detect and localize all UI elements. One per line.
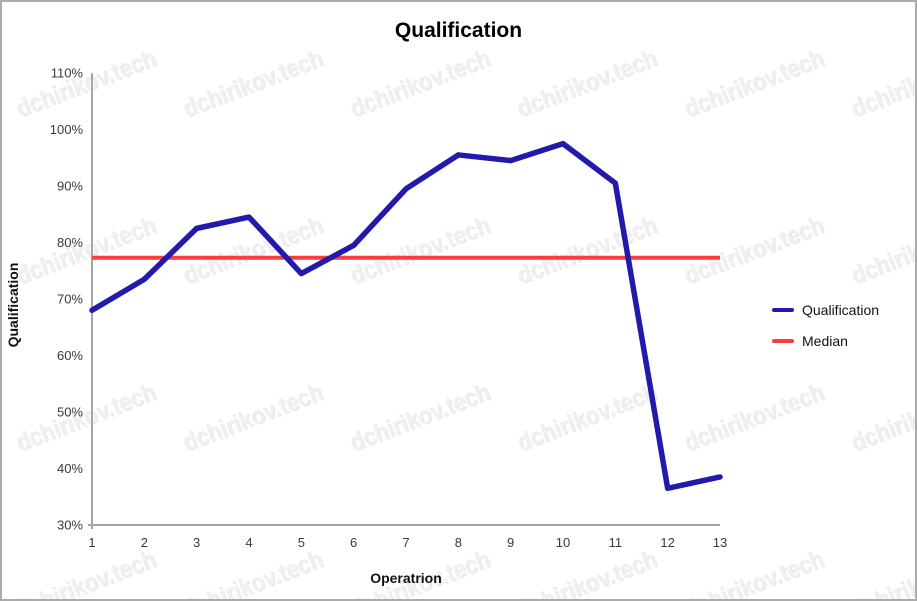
y-tick-label: 40% xyxy=(57,461,83,476)
legend: Qualification Median xyxy=(772,301,879,350)
x-tick-label: 2 xyxy=(141,535,148,550)
x-tick-label: 8 xyxy=(455,535,462,550)
legend-item-qualification: Qualification xyxy=(772,301,879,319)
x-tick-label: 13 xyxy=(713,535,727,550)
x-axis-title: Operatrion xyxy=(370,570,442,586)
x-tick-label: 3 xyxy=(193,535,200,550)
qualification-line xyxy=(89,140,723,492)
x-tick-label: 7 xyxy=(402,535,409,550)
x-tick-label: 5 xyxy=(298,535,305,550)
y-tick-label: 70% xyxy=(57,292,83,307)
y-tick-label: 90% xyxy=(57,179,83,194)
qualification-line-swatch xyxy=(772,307,794,313)
x-tick-label: 6 xyxy=(350,535,357,550)
y-tick-label: 30% xyxy=(57,518,83,533)
legend-label-median: Median xyxy=(802,333,848,349)
x-tick-label: 10 xyxy=(556,535,570,550)
chart-title: Qualification xyxy=(394,19,523,42)
legend-item-median: Median xyxy=(772,332,879,350)
median-line-swatch xyxy=(772,338,794,344)
y-axis-title: Qualification xyxy=(5,262,21,348)
x-tick-label: 1 xyxy=(88,535,95,550)
x-tick-label: 12 xyxy=(660,535,674,550)
y-tick-label: 50% xyxy=(57,405,83,420)
legend-label-qualification: Qualification xyxy=(802,302,880,318)
x-tick-label: 11 xyxy=(609,535,623,550)
y-tick-label: 100% xyxy=(50,122,84,137)
y-tick-label: 60% xyxy=(57,348,83,363)
y-tick-label: 80% xyxy=(57,235,83,250)
x-tick-label: 4 xyxy=(245,535,252,550)
y-tick-label: 110% xyxy=(51,66,84,81)
x-tick-label: 9 xyxy=(507,535,514,550)
